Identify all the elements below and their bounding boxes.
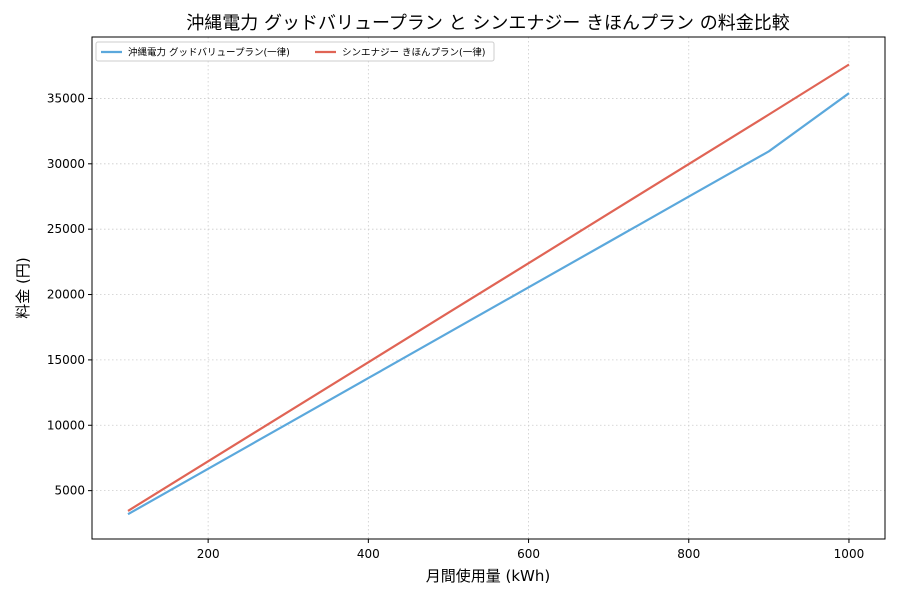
series-line-2 [127, 63, 850, 512]
y-tick-label: 5000 [54, 484, 85, 498]
x-axis-ticks: 200 400 600 800 1000 [197, 539, 865, 561]
y-axis-ticks: 5000 10000 15000 20000 25000 30000 35000 [47, 91, 92, 498]
y-tick-label: 25000 [47, 222, 85, 236]
y-tick-label: 35000 [47, 91, 85, 105]
x-tick-label: 400 [357, 547, 380, 561]
x-tick-label: 800 [677, 547, 700, 561]
legend: 沖縄電力 グッドバリュープラン(一律) シンエナジー きほんプラン(一律) [95, 41, 495, 62]
x-tick-label: 600 [517, 547, 540, 561]
y-axis-label: 料金 (円) [14, 257, 32, 318]
series-line-1 [127, 92, 850, 516]
legend-box [95, 41, 495, 62]
legend-label-1: 沖縄電力 グッドバリュープラン(一律) [128, 47, 290, 59]
legend-label-2: シンエナジー きほんプラン(一律) [342, 47, 485, 59]
y-tick-label: 15000 [47, 353, 85, 367]
x-tick-label: 200 [197, 547, 220, 561]
x-tick-label: 1000 [834, 547, 865, 561]
y-tick-label: 30000 [47, 157, 85, 171]
y-tick-label: 20000 [47, 288, 85, 302]
plot-frame [91, 36, 886, 540]
x-axis-label: 月間使用量 (kWh) [426, 567, 551, 585]
y-tick-label: 10000 [47, 418, 85, 432]
chart-title: 沖縄電力 グッドバリュープラン と シンエナジー きほんプラン の料金比較 [186, 13, 790, 34]
grid [92, 37, 885, 539]
series-lines [127, 63, 850, 516]
